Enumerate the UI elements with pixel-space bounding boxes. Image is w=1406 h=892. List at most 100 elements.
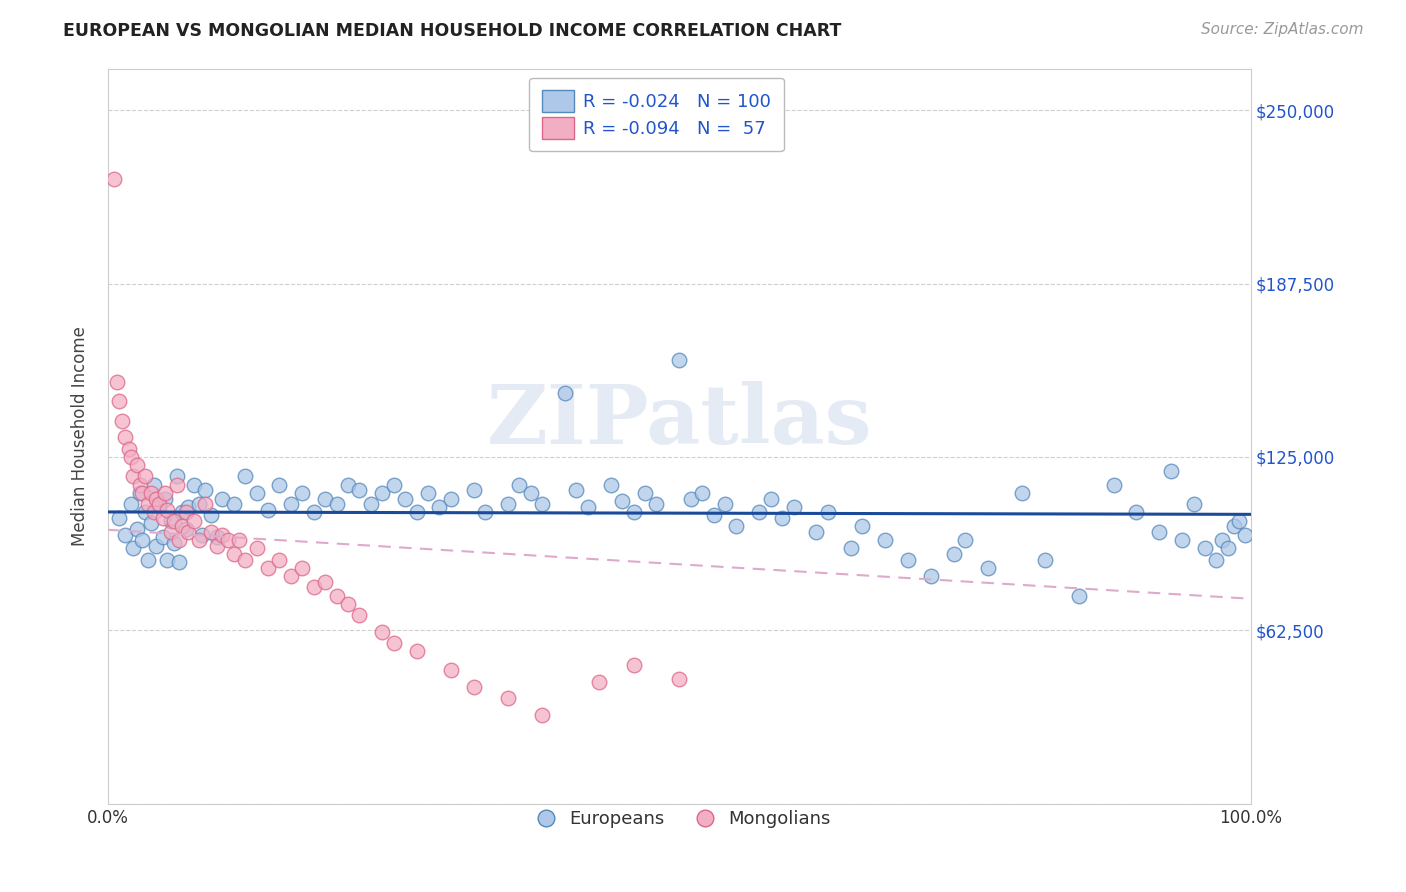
Point: [382, 636, 405, 650]
Point: [291, 561, 314, 575]
Point: [122, 469, 145, 483]
Point: [129, 486, 152, 500]
Point: [152, 511, 174, 525]
Point: [188, 497, 211, 511]
Point: [120, 450, 142, 464]
Point: [474, 505, 496, 519]
Text: ZIPatlas: ZIPatlas: [486, 382, 872, 461]
Point: [405, 644, 427, 658]
Point: [325, 589, 347, 603]
Point: [205, 530, 228, 544]
Point: [269, 552, 291, 566]
Point: [141, 486, 163, 500]
Point: [1227, 514, 1250, 528]
Point: [120, 497, 142, 511]
Point: [1216, 541, 1239, 556]
Point: [280, 569, 302, 583]
Point: [1171, 533, 1194, 548]
Point: [200, 524, 222, 539]
Point: [463, 483, 485, 498]
Point: [668, 352, 690, 367]
Point: [136, 497, 159, 511]
Point: [117, 442, 139, 456]
Point: [183, 477, 205, 491]
Point: [725, 519, 748, 533]
Point: [703, 508, 725, 523]
Point: [1222, 519, 1244, 533]
Point: [336, 477, 359, 491]
Point: [200, 508, 222, 523]
Point: [748, 505, 770, 519]
Point: [148, 500, 170, 514]
Point: [623, 657, 645, 672]
Point: [245, 541, 267, 556]
Point: [1069, 589, 1091, 603]
Point: [111, 414, 134, 428]
Point: [806, 524, 828, 539]
Point: [953, 533, 976, 548]
Point: [394, 491, 416, 506]
Point: [325, 497, 347, 511]
Point: [554, 386, 576, 401]
Point: [1205, 552, 1227, 566]
Point: [576, 500, 599, 514]
Point: [163, 536, 186, 550]
Point: [599, 477, 621, 491]
Point: [645, 497, 668, 511]
Point: [496, 691, 519, 706]
Point: [222, 547, 245, 561]
Point: [416, 486, 439, 500]
Point: [588, 674, 610, 689]
Point: [141, 516, 163, 531]
Point: [531, 707, 554, 722]
Point: [136, 552, 159, 566]
Point: [125, 458, 148, 473]
Point: [839, 541, 862, 556]
Point: [145, 491, 167, 506]
Point: [1102, 477, 1125, 491]
Point: [668, 672, 690, 686]
Point: [134, 505, 156, 519]
Point: [142, 477, 165, 491]
Point: [336, 597, 359, 611]
Point: [565, 483, 588, 498]
Point: [228, 533, 250, 548]
Point: [125, 522, 148, 536]
Point: [851, 519, 873, 533]
Point: [302, 580, 325, 594]
Point: [1211, 533, 1233, 548]
Point: [103, 172, 125, 186]
Point: [427, 500, 450, 514]
Point: [1182, 497, 1205, 511]
Point: [405, 505, 427, 519]
Point: [1033, 552, 1056, 566]
Point: [153, 491, 176, 506]
Point: [440, 664, 463, 678]
Point: [280, 497, 302, 511]
Point: [194, 497, 217, 511]
Point: [167, 533, 190, 548]
Point: [166, 477, 188, 491]
Point: [612, 494, 634, 508]
Point: [1011, 486, 1033, 500]
Point: [177, 500, 200, 514]
Point: [291, 486, 314, 500]
Point: [205, 539, 228, 553]
Point: [1125, 505, 1147, 519]
Point: [156, 552, 179, 566]
Point: [156, 502, 179, 516]
Point: [679, 491, 702, 506]
Point: [897, 552, 920, 566]
Point: [817, 505, 839, 519]
Point: [233, 552, 256, 566]
Point: [360, 497, 382, 511]
Point: [314, 491, 336, 506]
Point: [105, 375, 128, 389]
Point: [1233, 527, 1256, 541]
Point: [166, 469, 188, 483]
Point: [222, 497, 245, 511]
Point: [131, 533, 153, 548]
Point: [942, 547, 965, 561]
Point: [371, 624, 394, 639]
Point: [1160, 464, 1182, 478]
